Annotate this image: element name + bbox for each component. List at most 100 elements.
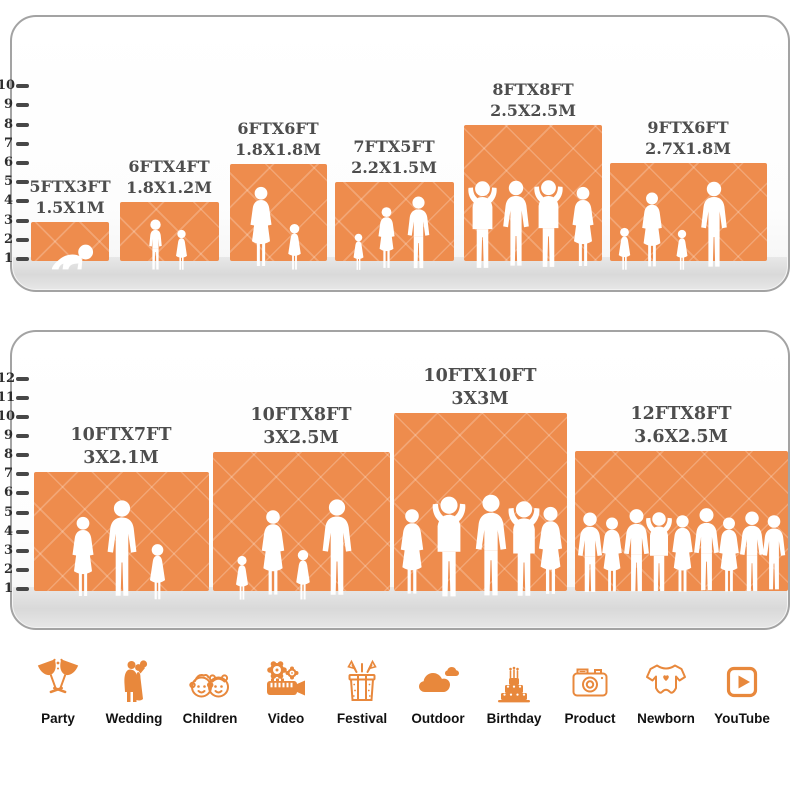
ruler-tick-icon [16,122,29,127]
backdrop-10ftx10ft [394,413,567,597]
ruler-mark: 6 [0,486,29,499]
backdrop-size-label: 6FTX4FT 1.8X1.2M [126,157,212,197]
category-festival: Festival [326,658,398,726]
people-silhouettes [400,494,563,597]
backdrop-8ftx8ft [464,125,602,268]
ruler-tick-icon [16,256,29,261]
people-silhouettes [578,508,786,592]
backdrop-size-label: 9FTX6FT 2.7X1.8M [645,118,731,158]
backdrop-size-label: 10FTX10FT 3X3M [423,366,537,409]
people-silhouettes [236,499,352,600]
ruler-number: 4 [3,524,13,539]
category-row: Party Wedding [22,658,778,726]
ruler-tick-icon [16,414,29,419]
floor-shadow [13,257,787,289]
people-silhouettes [618,181,727,270]
ruler-number: 12 [0,371,16,386]
ruler-tick-icon [16,102,29,107]
ruler-mark: 8 [0,448,29,461]
category-party: Party [22,658,94,726]
ruler-mark: 11 [0,391,29,404]
ruler-tick-icon [16,510,29,515]
category-label: Product [564,711,616,726]
backdrop-size-label: 8FTX8FT 2.5X2.5M [490,80,576,120]
ruler-mark: 12 [0,372,29,385]
ruler-number: 6 [3,485,13,500]
ruler-number: 8 [3,117,13,132]
panel-small-backdrops: 10 9 8 7 6 5 4 3 2 1 5FTX3FT 1.5X1M 6FTX4… [0,15,790,292]
ruler-number: 9 [3,97,13,112]
ruler-mark: 8 [0,118,29,131]
ruler-number: 4 [3,193,13,208]
ruler-mark: 3 [0,214,29,227]
backdrop-size-label: 6FTX6FT 1.8X1.8M [235,119,321,159]
ruler-tick-icon [16,160,29,165]
ruler-mark: 1 [0,252,29,265]
category-label: Newborn [637,711,695,726]
ruler-number: 7 [3,466,13,481]
ruler-mark: 1 [0,582,29,595]
backdrop-10ftx8ft [213,452,390,600]
ruler-mark: 2 [0,563,29,576]
ruler-tick-icon [16,141,29,146]
ruler-tick-icon [16,490,29,495]
birthday-cake-icon [498,666,530,703]
ruler-number: 2 [3,232,13,247]
ruler-number: 6 [3,155,13,170]
category-children: Children [174,658,246,726]
ruler-number: 3 [3,213,13,228]
ruler-number: 5 [3,505,13,520]
ruler-tick-icon [16,198,29,203]
party-glasses-icon [37,658,79,694]
ruler-number: 2 [3,562,13,577]
backdrop-size-label: 12FTX8FT 3.6X2.5M [630,404,732,447]
ruler-mark: 2 [0,233,29,246]
ruler-number: 3 [3,543,13,558]
ruler-tick-icon [16,433,29,438]
ruler-mark: 4 [0,194,29,207]
category-product: Product [554,658,626,726]
category-newborn: Newborn [630,658,702,726]
category-label: Birthday [486,711,542,726]
backdrop-size-label: 10FTX7FT 3X2.1M [70,425,172,468]
product-camera-icon [572,668,608,697]
category-label: Video [267,711,305,726]
ruler-number: 1 [3,251,13,266]
ruler-mark: 10 [0,410,29,423]
ruler-number: 9 [3,428,13,443]
ruler-mark: 7 [0,137,29,150]
ruler-tick-icon [16,376,29,381]
backdrop-10ftx7ft [34,472,209,600]
ruler-mark: 9 [0,98,29,111]
ruler-tick-icon [16,179,29,184]
ruler-number: 10 [0,78,16,93]
backdrop-size-label: 7FTX5FT 2.2X1.5M [351,137,437,177]
video-camera-icon [267,661,305,696]
ruler-number: 5 [3,174,13,189]
panel-medium-backdrops: 12 11 10 9 8 7 6 5 4 3 2 1 10FTX7FT 3X2.1… [0,330,790,630]
ruler-mark: 7 [0,467,29,480]
ruler-number: 11 [0,390,16,405]
backdrop-5ftx3ft [31,222,109,270]
backdrop-9ftx6ft [610,163,767,270]
category-label: Party [41,711,75,726]
people-silhouettes [51,244,94,270]
category-label: YouTube [714,711,770,726]
category-video: Video [250,658,322,726]
children-faces-icon [189,673,229,698]
ruler-mark: 4 [0,525,29,538]
backdrop-12ftx8ft [575,451,788,592]
newborn-onesie-icon [646,664,686,694]
ruler-tick-icon [16,83,29,88]
ruler-number: 10 [0,409,16,424]
category-birthday: Birthday [478,658,550,726]
category-label: Wedding [105,711,163,726]
ruler-tick-icon [16,529,29,534]
ruler-mark: 9 [0,429,29,442]
youtube-play-icon [726,666,758,698]
category-outdoor: Outdoor [402,658,474,726]
people-silhouettes [72,500,166,600]
backdrop-size-label: 5FTX3FT 1.5X1M [29,177,111,217]
backdrop-7ftx5ft [335,182,454,270]
